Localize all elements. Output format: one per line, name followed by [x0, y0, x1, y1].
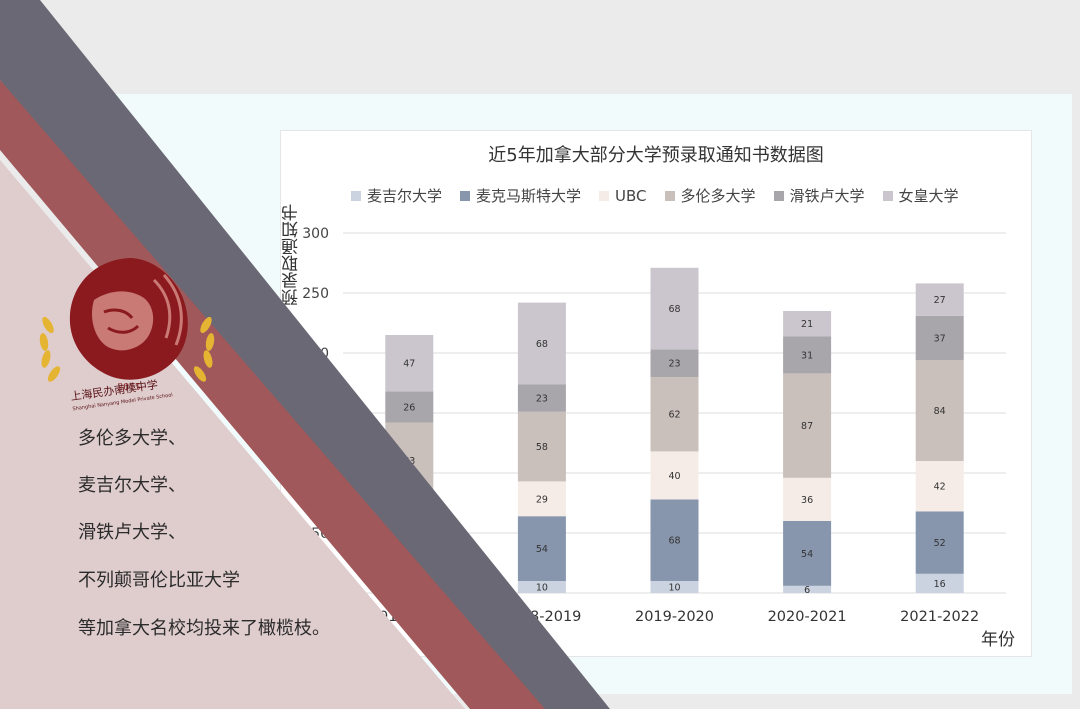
data-label: 47 — [403, 359, 415, 370]
chart-legend: 麦吉尔大学 麦克马斯特大学 UBC 多伦多大学 滑铁卢大学 女皇大学 — [351, 185, 959, 206]
data-label: 21 — [801, 319, 813, 330]
bar-segment — [650, 267, 699, 350]
x-tick-label: 2019-2020 — [635, 609, 714, 625]
bar-segment — [915, 511, 964, 574]
bar-segment — [783, 311, 832, 337]
data-label: 54 — [801, 549, 813, 560]
bar-segment — [915, 461, 964, 512]
y-tick-label: 300 — [302, 226, 329, 242]
legend-swatch — [351, 190, 361, 201]
legend-item: UBC — [599, 185, 647, 206]
bar-segment — [915, 315, 964, 361]
legend-item: 麦吉尔大学 — [351, 185, 442, 206]
x-tick-label: 2020-2021 — [768, 609, 847, 625]
x-tick-label: 2021-2022 — [900, 609, 979, 625]
bar-segment — [915, 573, 964, 593]
legend-swatch — [599, 190, 610, 201]
data-label: 37 — [934, 334, 946, 345]
x-axis-label: 年份 — [981, 630, 1015, 650]
bar-segment — [517, 411, 566, 482]
data-label: 10 — [536, 583, 548, 594]
bar-segment — [783, 373, 832, 478]
data-label: 84 — [934, 406, 946, 417]
bar-segment — [385, 335, 434, 392]
data-label: 54 — [536, 544, 548, 555]
y-tick-label: 250 — [302, 286, 329, 302]
bar-segment — [915, 360, 964, 461]
data-label: 52 — [934, 538, 946, 549]
data-label: 87 — [801, 421, 813, 432]
bar-segment — [783, 336, 832, 374]
side-text-line-5: 等加拿大名校均投来了橄榄枝。 — [78, 618, 330, 639]
laurel-left-icon — [39, 316, 61, 382]
legend-item: 多伦多大学 — [664, 185, 756, 206]
school-logo: 2015 — [39, 258, 215, 393]
data-label: 23 — [536, 394, 548, 405]
legend-label: 滑铁卢大学 — [789, 187, 865, 205]
data-label: 27 — [934, 295, 946, 306]
red-stripe — [0, 80, 545, 709]
data-label: 62 — [668, 410, 680, 421]
laurel-right-icon — [193, 316, 215, 382]
dark-stripe — [0, 0, 610, 709]
legend-label: 多伦多大学 — [680, 187, 756, 205]
data-label: 68 — [668, 304, 680, 315]
side-text-line-3: 滑铁卢大学、 — [78, 522, 186, 543]
lion-head-icon — [69, 258, 188, 380]
legend-item: 女皇大学 — [882, 185, 959, 206]
bar-segment — [650, 377, 699, 452]
chart-title: 近5年加拿大部分大学预录取通知书数据图 — [488, 145, 824, 166]
legend-item: 麦克马斯特大学 — [460, 185, 581, 206]
data-label: 36 — [801, 495, 813, 506]
bar-segment — [650, 581, 699, 593]
legend-swatch — [773, 190, 784, 201]
data-label: 58 — [536, 442, 548, 453]
data-label: 68 — [668, 536, 680, 547]
data-label: 68 — [536, 339, 548, 350]
bar-segment — [650, 499, 699, 581]
data-label: 29 — [536, 494, 548, 505]
data-label: 40 — [668, 471, 680, 482]
data-label: 31 — [801, 350, 813, 361]
legend-label: 女皇大学 — [898, 187, 959, 205]
bar-segment — [517, 481, 566, 517]
logo-year: 2015 — [118, 383, 141, 393]
bar-segment — [517, 516, 566, 581]
bar-segment — [385, 391, 434, 423]
data-label: 16 — [934, 579, 946, 590]
side-text-line-2: 麦吉尔大学、 — [78, 475, 186, 496]
side-text-line-4: 不列颠哥伦比亚大学 — [78, 570, 240, 591]
bar-segment — [783, 585, 832, 593]
legend-label: UBC — [615, 186, 647, 205]
data-label: 6 — [804, 585, 810, 596]
bar-segment — [517, 581, 566, 593]
legend-label: 麦吉尔大学 — [367, 187, 443, 205]
data-label: 26 — [403, 403, 415, 414]
bar-segment — [650, 451, 699, 500]
bar-segment — [517, 384, 566, 412]
data-label: 10 — [668, 583, 680, 594]
bar-segment — [517, 302, 566, 385]
bar-segment — [783, 477, 832, 521]
legend-swatch — [882, 190, 893, 201]
legend-item: 滑铁卢大学 — [773, 185, 865, 206]
bar-segment — [783, 521, 832, 586]
data-label: 42 — [934, 482, 946, 493]
legend-swatch — [460, 190, 471, 201]
bar-segment — [650, 349, 699, 377]
legend-label: 麦克马斯特大学 — [476, 187, 582, 205]
data-label: 23 — [668, 359, 680, 370]
bar-segment — [915, 283, 964, 316]
legend-swatch — [664, 190, 675, 201]
side-text-line-1: 多伦多大学、 — [78, 428, 186, 449]
